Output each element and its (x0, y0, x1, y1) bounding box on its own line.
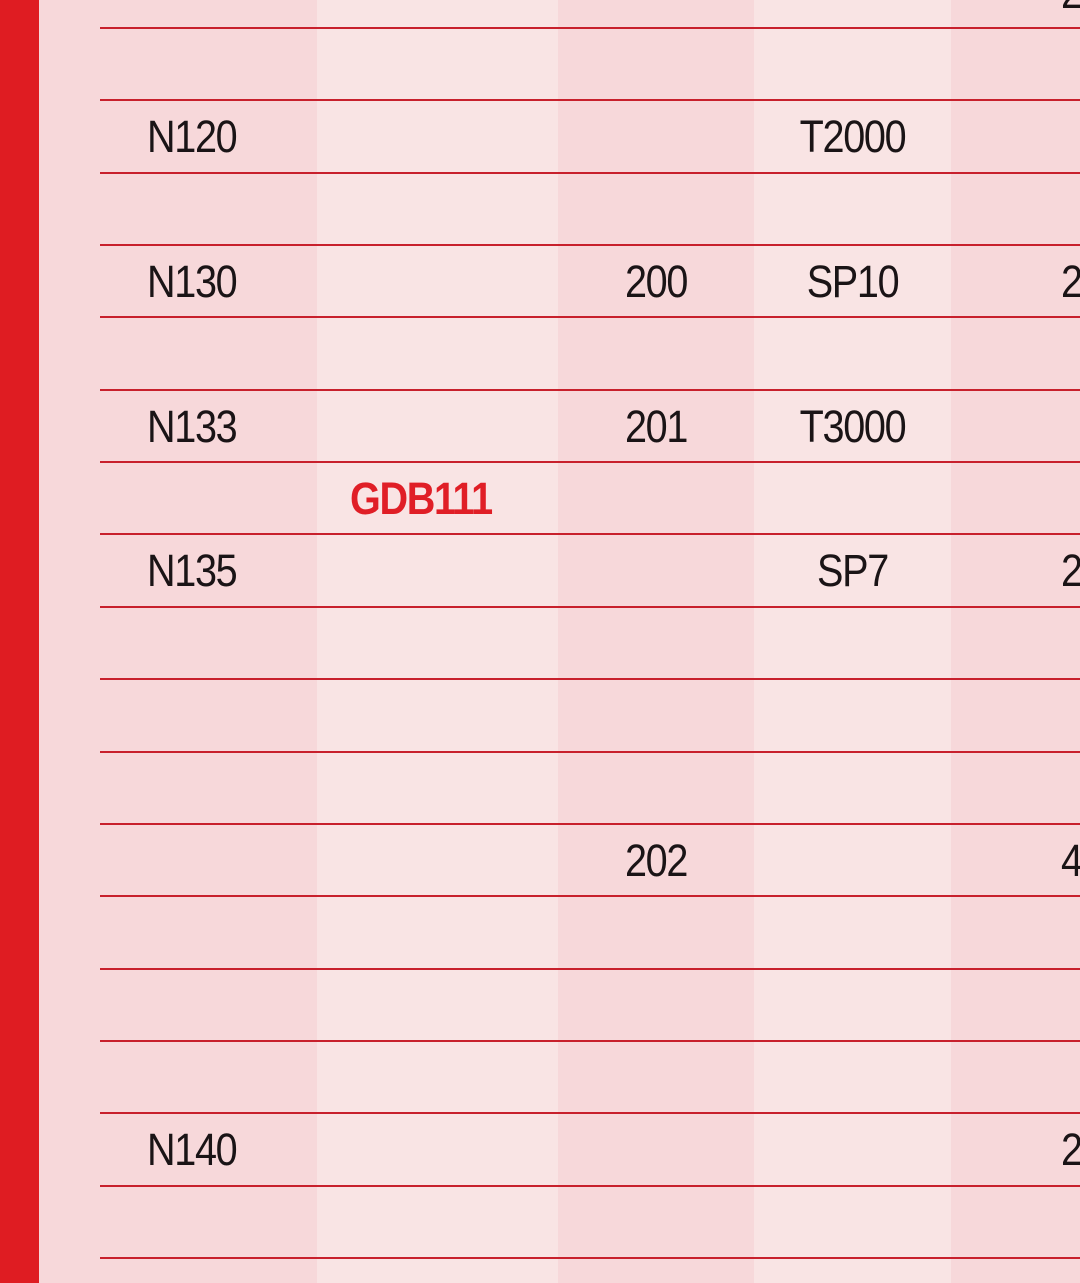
row-divider (100, 822, 1080, 825)
table-cell-c1: N130 (147, 256, 238, 308)
column-1-band (39, 0, 317, 1283)
table-cell-c4: SP7 (817, 545, 889, 597)
table-cell-c3: 200 (624, 256, 688, 308)
table-cell-c1: N120 (147, 111, 238, 163)
row-divider (100, 316, 1080, 319)
column-4-band (754, 0, 951, 1283)
row-divider (100, 171, 1080, 174)
row-divider (100, 1256, 1080, 1259)
row-divider (100, 1184, 1080, 1187)
row-divider (100, 533, 1080, 536)
row-divider (100, 967, 1080, 970)
row-divider (100, 678, 1080, 681)
table-cell-c4: T3000 (799, 400, 907, 452)
row-divider (100, 750, 1080, 753)
column-3-band (558, 0, 754, 1283)
table-cell-c3: 201 (624, 400, 688, 452)
row-divider (100, 1039, 1080, 1042)
table-cell-c5: 2 (1061, 256, 1080, 308)
table-cell-c3: 202 (624, 834, 688, 886)
column-5-band (951, 0, 1080, 1283)
row-divider (100, 244, 1080, 247)
table-cell-c1: N140 (147, 1124, 238, 1176)
row-divider (100, 99, 1080, 102)
row-divider (100, 1112, 1080, 1115)
table-cell-c1: N135 (147, 545, 238, 597)
table-cell-c4: T2000 (799, 111, 907, 163)
table-cell-c2: GDB111 (350, 473, 493, 525)
table-cell-c5: 2 (1061, 1124, 1080, 1176)
row-divider (100, 27, 1080, 29)
table-cell-c1: N133 (147, 400, 238, 452)
red-margin-bar (0, 0, 39, 1283)
table-cell-c4: SP10 (806, 256, 900, 308)
row-divider (100, 388, 1080, 391)
table-cell-c5: 2 (1061, 545, 1080, 597)
row-divider (100, 605, 1080, 608)
row-divider (100, 895, 1080, 898)
row-divider (100, 461, 1080, 464)
table-cell-c5: 2 (1061, 0, 1080, 29)
table-cell-c5: 4 (1061, 834, 1080, 886)
column-2-band (317, 0, 558, 1283)
